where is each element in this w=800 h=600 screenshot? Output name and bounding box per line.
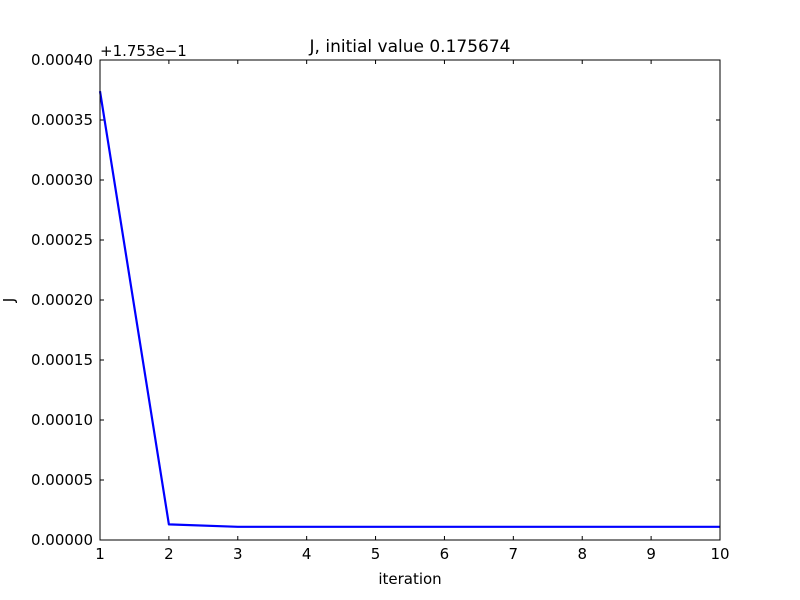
x-tick-label: 3 bbox=[233, 545, 243, 563]
y-offset-label: +1.753e−1 bbox=[100, 42, 187, 60]
y-tick-label: 0.00005 bbox=[31, 471, 93, 489]
x-tick-label: 7 bbox=[509, 545, 519, 563]
x-tick-label: 1 bbox=[95, 545, 105, 563]
y-tick-label: 0.00015 bbox=[31, 351, 93, 369]
y-tick-label: 0.00025 bbox=[31, 231, 93, 249]
chart-title: J, initial value 0.175674 bbox=[309, 37, 511, 57]
y-tick-label: 0.00040 bbox=[31, 51, 93, 69]
y-tick-label: 0.00030 bbox=[31, 171, 93, 189]
x-tick-label: 2 bbox=[164, 545, 174, 563]
x-tick-label: 6 bbox=[440, 545, 450, 563]
x-tick-label: 5 bbox=[371, 545, 381, 563]
x-tick-label: 10 bbox=[710, 545, 729, 563]
x-tick-label: 9 bbox=[646, 545, 656, 563]
x-tick-label: 4 bbox=[302, 545, 312, 563]
y-tick-label: 0.00035 bbox=[31, 111, 93, 129]
x-axis-label: iteration bbox=[378, 570, 441, 588]
y-axis-label: J bbox=[0, 298, 18, 303]
plot-frame bbox=[99, 59, 721, 541]
y-tick-label: 0.00000 bbox=[31, 531, 93, 549]
y-tick-label: 0.00020 bbox=[31, 291, 93, 309]
series-layer bbox=[98, 91, 720, 528]
x-tick-label: 8 bbox=[577, 545, 587, 563]
series-line bbox=[98, 91, 720, 528]
y-tick-label: 0.00010 bbox=[31, 411, 93, 429]
axis-ticks: 1 2 3 4 5 6 7 8 9 10 0.00000 0.00005 0.00010 0.00015 0… bbox=[31, 51, 730, 563]
